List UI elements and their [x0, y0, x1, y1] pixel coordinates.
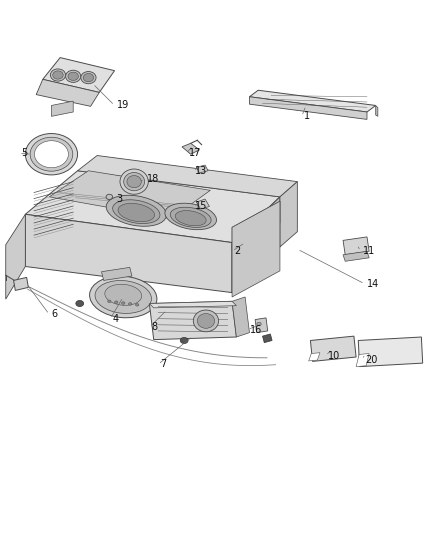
Ellipse shape [124, 173, 145, 191]
Ellipse shape [81, 71, 96, 84]
Text: 17: 17 [188, 148, 201, 158]
Ellipse shape [53, 71, 63, 79]
Text: 6: 6 [51, 309, 57, 319]
Text: 18: 18 [147, 174, 159, 184]
Polygon shape [51, 101, 73, 116]
Polygon shape [182, 143, 199, 154]
Ellipse shape [170, 207, 211, 228]
Polygon shape [343, 237, 369, 255]
Ellipse shape [66, 70, 81, 83]
Ellipse shape [30, 137, 73, 171]
Ellipse shape [113, 200, 160, 223]
Polygon shape [376, 106, 378, 116]
Polygon shape [149, 301, 237, 340]
Polygon shape [309, 353, 320, 361]
Polygon shape [358, 337, 423, 367]
Polygon shape [25, 214, 232, 293]
Ellipse shape [108, 300, 111, 303]
Ellipse shape [68, 72, 78, 80]
Polygon shape [14, 277, 28, 290]
Ellipse shape [120, 169, 148, 194]
Polygon shape [6, 214, 25, 299]
Ellipse shape [106, 194, 113, 199]
Ellipse shape [165, 203, 216, 230]
Ellipse shape [128, 303, 132, 305]
Ellipse shape [135, 303, 139, 306]
Polygon shape [102, 268, 132, 280]
Text: 8: 8 [152, 322, 158, 333]
Polygon shape [232, 197, 280, 293]
Polygon shape [262, 334, 272, 343]
Ellipse shape [76, 301, 84, 306]
Ellipse shape [127, 175, 141, 188]
Ellipse shape [118, 204, 155, 222]
Ellipse shape [115, 301, 118, 303]
Text: 15: 15 [195, 200, 208, 211]
Ellipse shape [121, 302, 125, 304]
Text: 10: 10 [328, 351, 340, 361]
Ellipse shape [35, 141, 68, 168]
Ellipse shape [106, 195, 166, 227]
Polygon shape [250, 90, 376, 112]
Ellipse shape [95, 280, 152, 313]
Ellipse shape [83, 74, 94, 82]
Polygon shape [343, 251, 369, 261]
Text: 3: 3 [117, 194, 123, 204]
Polygon shape [43, 58, 115, 92]
Text: 16: 16 [250, 325, 262, 335]
Text: 14: 14 [367, 279, 379, 289]
Text: 1: 1 [304, 111, 310, 122]
Ellipse shape [105, 284, 142, 305]
Polygon shape [356, 353, 369, 367]
Ellipse shape [90, 276, 157, 318]
Polygon shape [196, 165, 208, 173]
Polygon shape [36, 79, 99, 107]
Polygon shape [25, 171, 280, 243]
Text: 2: 2 [234, 246, 240, 256]
Text: 13: 13 [195, 166, 207, 176]
Polygon shape [232, 201, 280, 249]
Ellipse shape [50, 69, 66, 81]
Polygon shape [255, 318, 268, 333]
Polygon shape [196, 199, 209, 209]
Polygon shape [149, 301, 237, 308]
Ellipse shape [180, 337, 188, 344]
Text: 5: 5 [21, 148, 27, 158]
Polygon shape [280, 182, 297, 247]
Text: 19: 19 [117, 100, 129, 110]
Polygon shape [49, 171, 210, 219]
Text: 11: 11 [363, 246, 375, 256]
Polygon shape [232, 297, 250, 337]
Polygon shape [311, 336, 356, 361]
Text: 20: 20 [365, 355, 377, 365]
Text: 4: 4 [113, 314, 119, 324]
Polygon shape [250, 97, 367, 119]
Text: 7: 7 [160, 359, 166, 369]
Ellipse shape [257, 322, 261, 326]
Polygon shape [232, 201, 280, 297]
Ellipse shape [25, 134, 78, 175]
Ellipse shape [193, 310, 219, 332]
Ellipse shape [175, 211, 206, 226]
Ellipse shape [197, 313, 215, 328]
Polygon shape [78, 156, 297, 197]
